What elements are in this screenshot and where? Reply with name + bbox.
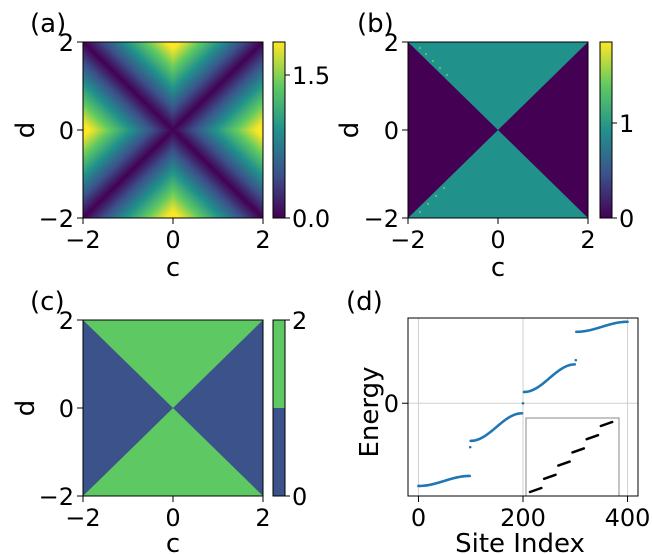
panel-b-xticks: −2 0 2 <box>390 218 596 254</box>
panel-b: (b) −2 0 2 2 0 −2 c <box>335 9 634 283</box>
panel-d-inset-points <box>528 420 614 494</box>
panel-c-xticks: −2 0 2 <box>65 496 271 532</box>
panel-b-colorbar-tick: 1 <box>619 110 634 138</box>
panel-b-boundary-dots <box>418 46 449 214</box>
panel-b-region-top <box>408 42 588 130</box>
panel-d-xticks: 0 200 400 <box>411 496 651 532</box>
panel-c-colorbar-tick: 0 <box>292 483 307 511</box>
panel-d-xtick: 0 <box>411 504 426 532</box>
panel-d-inset-segment <box>571 447 586 454</box>
panel-d-inset-frame <box>525 417 620 497</box>
panel-c: (c) −2 0 2 2 0 −2 c d <box>11 287 307 554</box>
panel-c-colorbar-high <box>273 320 285 408</box>
panel-b-region-bottom <box>408 130 588 218</box>
panel-c-xtick: −2 <box>65 504 100 532</box>
panel-b-ytick: −2 <box>364 205 399 233</box>
panel-c-xlabel: c <box>166 529 180 554</box>
panel-a-colorbar-tick: 0.0 <box>292 205 330 233</box>
panel-b-ytick: 0 <box>384 117 399 145</box>
panel-c-region-bottom <box>83 408 263 496</box>
panel-a-ytick: 2 <box>59 29 74 57</box>
panel-a-colorbar: 0.0 1.5 <box>272 41 330 233</box>
panel-c-colorbar-low <box>273 408 285 496</box>
panel-d-inset-segment <box>557 460 571 467</box>
panel-d-xtick: 400 <box>605 504 651 532</box>
panel-b-label: (b) <box>357 9 394 39</box>
panel-d-inset-segment <box>542 473 557 481</box>
panel-d-point <box>573 363 577 366</box>
panel-d-isolated-point <box>521 401 525 405</box>
panel-c-ytick: −2 <box>39 483 74 511</box>
panel-a-ylabel: d <box>11 122 41 139</box>
panel-a-xtick: 2 <box>255 226 270 254</box>
panel-b-colorbar: 0 1 <box>599 41 634 233</box>
panel-d-inset-segment <box>599 420 614 428</box>
panel-a-yticks: 2 0 −2 <box>39 29 83 233</box>
panel-a-xtick: 0 <box>165 226 180 254</box>
panel-d-inset-segment <box>528 486 543 494</box>
panel-c-xtick: 2 <box>255 504 270 532</box>
panel-d-points <box>417 320 629 488</box>
panel-c-yticks: 2 0 −2 <box>39 307 83 511</box>
panel-c-colorbar: 0 2 <box>272 307 307 511</box>
panel-d: (d) 0 200 400 0 Site Index Energy <box>346 287 650 554</box>
panel-a-colorbar-bar <box>272 41 286 219</box>
panel-b-xtick: −2 <box>390 226 425 254</box>
panel-c-heatmap <box>83 320 263 496</box>
panel-b-xtick: 0 <box>490 226 505 254</box>
panel-d-ylabel: Energy <box>355 366 385 457</box>
panel-b-colorbar-bar <box>599 41 613 219</box>
panel-a-xtick: −2 <box>65 226 100 254</box>
panel-c-ytick: 2 <box>59 307 74 335</box>
panel-c-colorbar-tick: 2 <box>292 307 307 335</box>
panel-a-heatmap <box>83 42 263 218</box>
panel-d-yticks: 0 <box>384 390 408 418</box>
panel-d-label: (d) <box>346 287 383 317</box>
panel-d-point <box>626 320 629 324</box>
panel-b-colorbar-tick: 0 <box>619 205 634 233</box>
panel-b-ytick: 2 <box>384 29 399 57</box>
panel-d-point <box>520 411 524 415</box>
panel-a-label: (a) <box>30 9 66 39</box>
panel-c-region-top <box>83 320 263 408</box>
panel-c-ytick: 0 <box>59 395 74 423</box>
panel-b-xlabel: c <box>491 253 505 283</box>
panel-b-xtick: 2 <box>580 226 595 254</box>
panel-d-isolated-point <box>574 358 578 362</box>
panel-d-xlabel: Site Index <box>455 529 585 554</box>
panel-a-ytick: −2 <box>39 205 74 233</box>
panel-a-xticks: −2 0 2 <box>65 218 271 254</box>
panel-d-ytick: 0 <box>384 390 399 418</box>
panel-c-label: (c) <box>30 287 65 317</box>
panel-d-inset <box>525 417 620 497</box>
panel-a: (a) −2 0 2 2 0 −2 c d 0.0 1.5 <box>11 9 330 283</box>
panel-b-ylabel: d <box>335 122 365 139</box>
panel-c-ylabel: d <box>11 400 41 417</box>
panel-a-xlabel: c <box>166 253 180 283</box>
panel-d-point <box>468 474 471 478</box>
panel-b-yticks: 2 0 −2 <box>364 29 408 233</box>
panel-a-ytick: 0 <box>59 117 74 145</box>
panel-d-xtick: 200 <box>500 504 546 532</box>
panel-a-colorbar-tick: 1.5 <box>292 62 330 90</box>
panel-b-heatmap <box>408 42 588 218</box>
panel-c-xtick: 0 <box>165 504 180 532</box>
panel-c-colorbar-frame <box>272 319 286 497</box>
panel-d-inset-segment <box>585 433 600 441</box>
panel-d-isolated-point <box>468 445 472 449</box>
